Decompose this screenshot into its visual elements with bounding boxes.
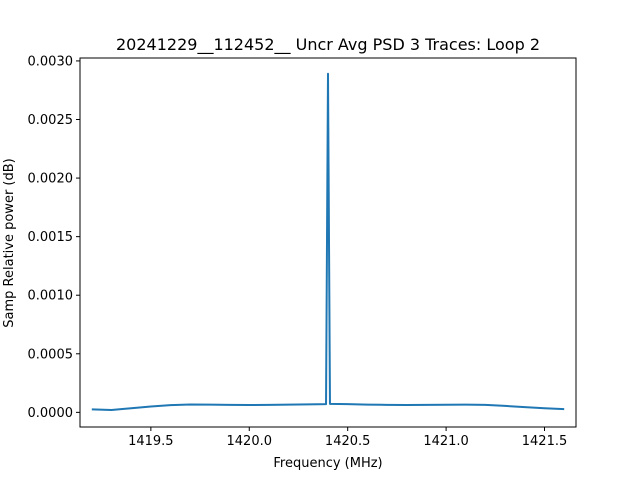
plot-frame [79,57,577,428]
y-tick-label: 0.0000 [28,406,74,421]
plot-area [91,72,565,412]
y-axis: 0.0000 0.0005 0.0010 0.0015 0.0020 0.0025 0.00… [28,54,80,421]
series-line [91,72,565,412]
chart-title: 20241229__112452__ Uncr Avg PSD 3 Traces… [116,35,540,55]
x-axis: 1419.5 1420.0 1420.5 1421.0 1421.5 [128,427,567,449]
y-tick-label: 0.0015 [28,230,74,245]
x-tick-label: 1419.5 [128,434,174,449]
y-tick-label: 0.0025 [28,113,74,128]
y-axis-label: Samp Relative power (dB) [2,158,17,327]
x-tick-label: 1420.0 [227,434,273,449]
x-tick-label: 1420.5 [325,434,371,449]
y-tick-label: 0.0030 [28,54,74,69]
y-tick-label: 0.0020 [28,172,74,187]
x-axis-label: Frequency (MHz) [273,456,382,471]
x-tick-label: 1421.0 [423,434,469,449]
x-tick-label: 1421.5 [522,434,568,449]
y-tick-label: 0.0010 [28,289,74,304]
y-tick-label: 0.0005 [28,347,74,362]
